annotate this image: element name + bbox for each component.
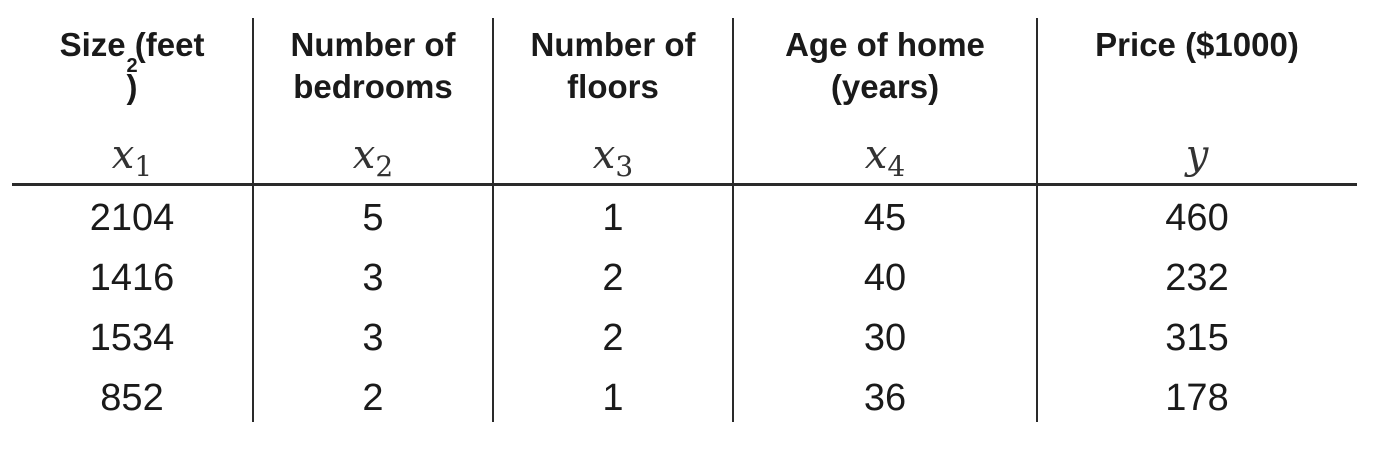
table-cell: 2104 [89,197,175,239]
variable-base: x [864,132,888,178]
column-floors: Number of floors x3 1 2 2 1 [494,0,732,451]
table-cell: 852 [100,377,164,419]
table-cell: 5 [362,197,384,239]
column-header-age: Age of home (years) [734,24,1036,108]
table-cell: 2 [602,257,624,299]
table-cell: 2 [602,317,624,359]
variable-subscript: 4 [887,150,906,183]
column-size: Size (feet 2) x1 2104 1416 1534 852 [12,0,252,451]
variable-subscript: 2 [375,150,394,183]
variable-label-x1: x1 [12,132,252,181]
table-cell: 3 [362,257,384,299]
table-cell: 3 [362,317,384,359]
header-line: bedrooms [293,68,453,105]
table-cell: 1416 [89,257,175,299]
variable-base: x [111,132,135,178]
table-cell: 232 [1165,257,1229,299]
table-cell: 1534 [89,317,175,359]
variable-base: y [1185,132,1209,178]
header-divider [12,183,1357,186]
header-line: floors [567,68,659,105]
table-cell: 460 [1165,197,1229,239]
variable-label-x2: x2 [254,132,492,181]
header-suffix: ) [126,68,138,105]
variable-label-x3: x3 [494,132,732,181]
column-divider [1036,18,1038,422]
column-divider [732,18,734,422]
table-cell: 178 [1165,377,1229,419]
column-price: Price ($1000) y 460 232 315 178 [1038,0,1356,451]
table-cell: 1 [602,377,624,419]
header-line: Number of [290,26,456,63]
variable-subscript: 1 [134,150,153,183]
header-line: (years) [830,68,940,105]
column-header-bedrooms: Number of bedrooms [254,24,492,108]
variable-subscript: 3 [615,150,634,183]
column-header-size: Size (feet 2) [12,24,252,108]
table-cell: 315 [1165,317,1229,359]
header-line: Age of home [785,26,985,63]
variable-label-x4: x4 [734,132,1036,181]
table-cell: 36 [863,377,907,419]
table-cell: 2 [362,377,384,419]
column-divider [492,18,494,422]
table-cell: 45 [863,197,907,239]
column-age: Age of home (years) x4 45 40 30 36 [734,0,1036,451]
column-header-floors: Number of floors [494,24,732,108]
column-divider [252,18,254,422]
column-header-price: Price ($1000) [1038,24,1356,66]
table-cell: 30 [863,317,907,359]
variable-base: x [592,132,616,178]
variable-label-y: y [1038,132,1356,178]
table-cell: 1 [602,197,624,239]
table-cell: 40 [863,257,907,299]
variable-base: x [352,132,376,178]
header-line: Price ($1000) [1095,26,1299,63]
header-line: Number of [530,26,696,63]
column-bedrooms: Number of bedrooms x2 5 3 3 2 [254,0,492,451]
header-text: Size (feet [59,26,205,63]
